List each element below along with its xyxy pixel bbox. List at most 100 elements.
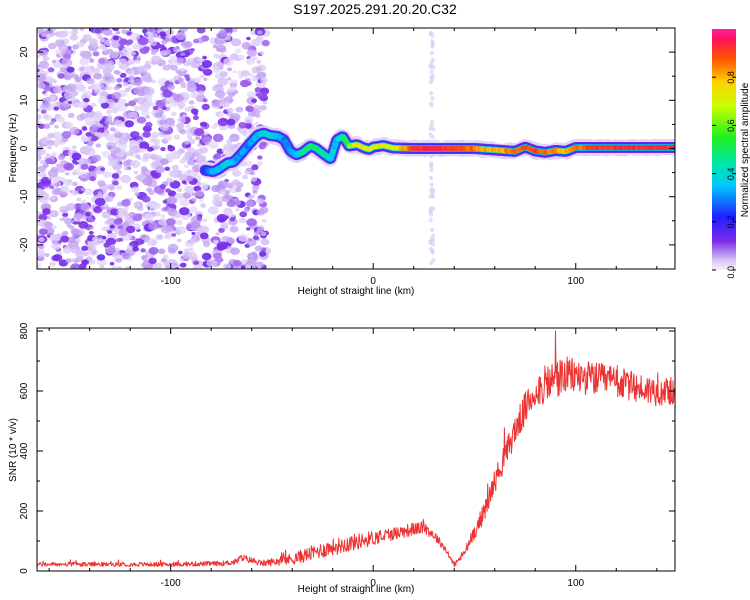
noise-speckle [79, 173, 90, 182]
noise-speckle [212, 252, 222, 260]
noise-speckle [178, 257, 184, 262]
noise-speckle [230, 247, 241, 255]
noise-speckle [141, 262, 149, 269]
noise-speckle [145, 121, 153, 128]
noise-speckle [202, 68, 213, 76]
noise-speckle [62, 71, 73, 80]
noise-speckle [178, 250, 183, 255]
noise-speckle [52, 131, 62, 140]
noise-speckle [45, 158, 54, 165]
noise-speckle [107, 86, 113, 91]
noise-speckle [229, 53, 239, 61]
noise-speckle [188, 100, 195, 105]
noise-speckle [81, 126, 88, 131]
noise-speckle [230, 38, 242, 47]
noise-speckle [261, 39, 270, 47]
band-speckle [431, 257, 436, 263]
snr-series-line [37, 330, 675, 568]
noise-speckle [226, 182, 234, 189]
noise-speckle [235, 208, 240, 212]
noise-speckle [196, 181, 202, 186]
noise-speckle [167, 145, 176, 152]
noise-speckle [60, 191, 69, 197]
noise-speckle [63, 179, 73, 187]
noise-speckle [261, 219, 267, 223]
noise-speckle [107, 159, 118, 167]
noise-speckle [109, 127, 116, 132]
noise-speckle [37, 263, 42, 269]
noise-speckle [78, 221, 89, 229]
noise-speckle [162, 199, 168, 204]
noise-speckle [236, 127, 241, 131]
noise-speckle [134, 59, 141, 65]
noise-speckle [199, 146, 209, 154]
noise-speckle [49, 261, 56, 267]
noise-speckle [51, 187, 63, 196]
noise-speckle [238, 233, 249, 242]
noise-speckle [50, 95, 56, 100]
noise-speckle [62, 209, 67, 213]
noise-speckle [184, 41, 193, 48]
noise-speckle [181, 41, 186, 46]
noise-speckle [232, 169, 242, 177]
noise-speckle [171, 164, 179, 171]
noise-speckle [181, 180, 187, 185]
noise-speckle [110, 121, 115, 126]
noise-speckle [202, 55, 207, 60]
noise-speckle [166, 218, 176, 226]
noise-speckle [251, 164, 259, 171]
noise-speckle [195, 84, 206, 93]
noise-speckle [66, 83, 77, 92]
noise-speckle [53, 143, 59, 148]
noise-speckle [191, 231, 196, 236]
noise-speckle [38, 237, 45, 242]
noise-speckle [227, 32, 232, 36]
noise-speckle [193, 38, 199, 44]
noise-speckle [116, 185, 123, 190]
noise-speckle [44, 97, 52, 103]
noise-speckle [166, 196, 178, 205]
noise-speckle [114, 131, 123, 139]
noise-speckle [177, 77, 184, 83]
noise-speckle [88, 230, 94, 235]
noise-speckle [143, 46, 150, 52]
noise-speckle [136, 116, 147, 124]
noise-speckle [38, 213, 48, 221]
noise-speckle [133, 78, 143, 87]
noise-speckle [259, 51, 265, 55]
noise-speckle [176, 123, 185, 129]
y-tick-label: 0 [19, 145, 30, 151]
band-speckle [430, 227, 435, 233]
noise-speckle [226, 67, 233, 72]
noise-speckle [164, 49, 172, 55]
noise-speckle [133, 201, 141, 207]
noise-speckle [167, 247, 177, 254]
noise-speckle [39, 160, 46, 165]
colorbar-tick-label: 0.0 [726, 266, 736, 279]
noise-speckle [159, 44, 166, 49]
noise-speckle [167, 207, 176, 215]
noise-speckle [61, 58, 73, 67]
noise-speckle [92, 83, 101, 90]
noise-speckle [121, 252, 131, 260]
noise-speckle [84, 188, 93, 196]
noise-speckle [104, 220, 110, 225]
noise-speckle [49, 185, 55, 190]
noise-speckle [179, 198, 190, 207]
noise-speckle [102, 171, 112, 178]
noise-speckle [90, 102, 97, 108]
band-speckle [430, 77, 434, 82]
noise-speckle [97, 180, 106, 187]
noise-speckle [45, 33, 52, 39]
noise-speckle [138, 37, 149, 46]
noise-speckle [251, 76, 258, 82]
noise-speckle [207, 206, 219, 215]
noise-speckle [142, 131, 151, 138]
noise-speckle [159, 31, 167, 37]
noise-speckle [95, 143, 102, 148]
noise-speckle [227, 77, 232, 81]
x-tick-label: 0 [370, 276, 376, 287]
band-speckle [429, 167, 434, 172]
noise-speckle [142, 152, 152, 160]
noise-speckle [218, 29, 228, 38]
